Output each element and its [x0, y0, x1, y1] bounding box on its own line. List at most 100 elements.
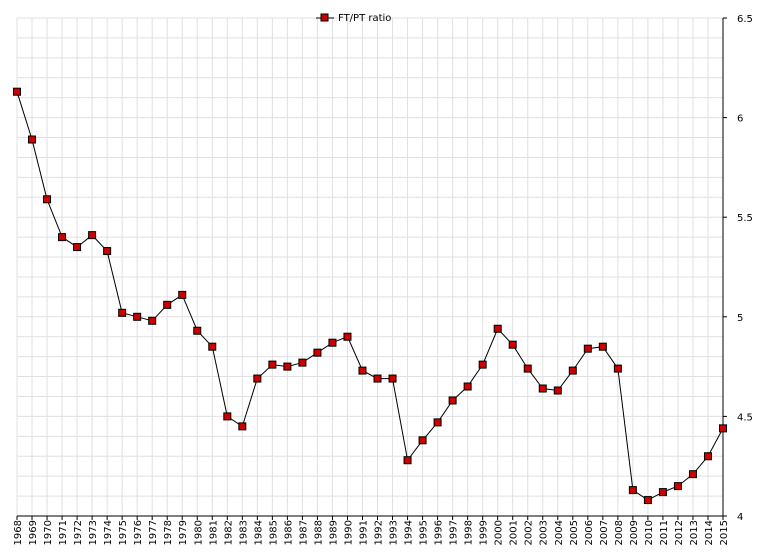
data-point — [719, 424, 727, 433]
data-point — [613, 364, 622, 373]
y-tick-label: 4.5 — [737, 412, 753, 423]
x-tick-label: 1982 — [223, 520, 234, 545]
data-point — [343, 332, 352, 341]
x-tick-label: 1988 — [313, 520, 324, 545]
data-point — [208, 342, 217, 351]
x-tick-label: 1983 — [238, 520, 249, 545]
data-point — [508, 340, 517, 349]
legend-label: FT/PT ratio — [338, 13, 391, 24]
data-point — [478, 360, 487, 369]
data-point — [193, 326, 202, 335]
x-tick-label: 2010 — [644, 520, 655, 545]
data-point — [553, 386, 562, 395]
data-point — [238, 422, 247, 431]
data-point — [433, 418, 442, 427]
x-tick-label: 2005 — [569, 520, 580, 545]
x-tick-label: 1979 — [178, 520, 189, 545]
legend-marker — [320, 13, 329, 22]
y-tick-label: 6.5 — [737, 14, 753, 25]
data-point — [73, 243, 82, 252]
x-tick-label: 2006 — [584, 520, 595, 545]
data-point — [283, 362, 292, 371]
data-point — [643, 496, 652, 505]
data-point — [628, 486, 637, 495]
data-point — [703, 452, 712, 461]
grid — [16, 17, 724, 517]
data-point — [13, 87, 21, 96]
axes — [17, 18, 724, 517]
x-tick-label: 1987 — [298, 520, 309, 545]
data-point — [448, 396, 457, 405]
data-point — [28, 135, 37, 144]
data-point — [373, 374, 382, 383]
x-tick-label: 1976 — [133, 520, 144, 545]
data-point — [133, 312, 142, 321]
x-tick-label: 1971 — [58, 520, 69, 545]
data-point — [598, 342, 607, 351]
x-tick-label: 1992 — [374, 520, 385, 545]
x-tick-label: 2011 — [659, 520, 670, 545]
x-tick-label: 1984 — [253, 520, 264, 545]
x-tick-label: 1978 — [163, 520, 174, 545]
x-tick-label: 2001 — [509, 520, 520, 545]
y-tick-label: 6 — [737, 114, 743, 125]
x-tick-label: 1999 — [479, 520, 490, 545]
x-tick-label: 1970 — [43, 520, 54, 545]
x-tick-label: 2008 — [614, 520, 625, 545]
x-axis-ticks: 1968 1969 1970 1971 1972 1973 1974 1975 1976 1977… — [13, 516, 730, 545]
data-point — [523, 364, 532, 373]
x-tick-label: 2004 — [554, 520, 565, 545]
data-point — [688, 470, 697, 479]
data-point — [583, 344, 592, 353]
data-point — [403, 456, 412, 465]
y-axis-ticks: 4 4.5 5 5.5 6 6.5 — [723, 14, 753, 523]
x-tick-label: 1986 — [283, 520, 294, 545]
x-tick-label: 1996 — [434, 520, 445, 545]
x-tick-label: 1995 — [419, 520, 430, 545]
data-point — [493, 324, 502, 333]
x-tick-label: 1968 — [13, 520, 24, 545]
x-tick-label: 1969 — [28, 520, 39, 545]
data-point — [463, 382, 472, 391]
data-point — [148, 316, 157, 325]
x-tick-label: 1997 — [449, 520, 460, 545]
x-tick-label: 1994 — [404, 520, 415, 545]
series-line — [16, 91, 724, 501]
data-point — [313, 348, 322, 357]
data-point — [163, 300, 172, 309]
y-tick-label: 5.5 — [737, 213, 753, 224]
data-point — [568, 366, 577, 375]
data-point — [658, 488, 667, 497]
data-point — [673, 482, 682, 491]
data-point — [268, 360, 277, 369]
x-tick-label: 1981 — [208, 520, 219, 545]
data-point — [118, 308, 127, 317]
data-point — [178, 290, 187, 299]
y-tick-label: 4 — [737, 512, 743, 523]
y-tick-label: 5 — [737, 313, 743, 324]
x-tick-label: 2013 — [689, 520, 700, 545]
x-tick-label: 1998 — [464, 520, 475, 545]
x-tick-label: 2012 — [674, 520, 685, 545]
x-tick-label: 2015 — [719, 520, 730, 545]
x-tick-label: 2000 — [494, 520, 505, 545]
x-tick-label: 1985 — [268, 520, 279, 545]
data-point — [388, 374, 397, 383]
data-point — [88, 231, 97, 240]
x-tick-label: 1973 — [88, 520, 99, 545]
x-tick-label: 2009 — [629, 520, 640, 545]
data-point — [328, 338, 337, 347]
data-point — [298, 358, 307, 367]
x-tick-label: 2003 — [539, 520, 550, 545]
data-point — [58, 233, 67, 242]
x-tick-label: 1991 — [358, 520, 369, 545]
x-tick-label: 1974 — [103, 520, 114, 545]
series-group — [13, 87, 727, 505]
data-point — [43, 195, 52, 204]
x-tick-label: 1975 — [118, 520, 129, 545]
x-tick-label: 1977 — [148, 520, 159, 545]
x-tick-label: 2014 — [704, 520, 715, 545]
data-point — [223, 412, 232, 421]
x-tick-label: 1972 — [73, 520, 84, 545]
